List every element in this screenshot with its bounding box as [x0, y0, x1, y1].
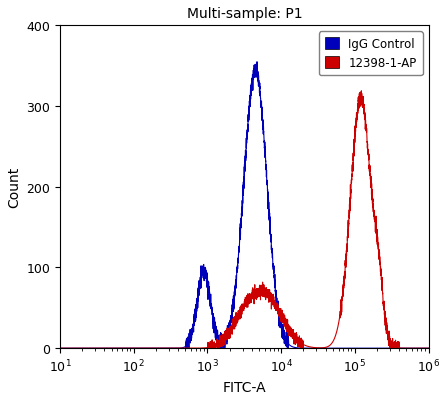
- Y-axis label: Count: Count: [7, 167, 21, 208]
- Legend: IgG Control, 12398-1-AP: IgG Control, 12398-1-AP: [319, 32, 423, 76]
- Title: Multi-sample: P1: Multi-sample: P1: [186, 7, 302, 21]
- X-axis label: FITC-A: FITC-A: [223, 380, 266, 394]
